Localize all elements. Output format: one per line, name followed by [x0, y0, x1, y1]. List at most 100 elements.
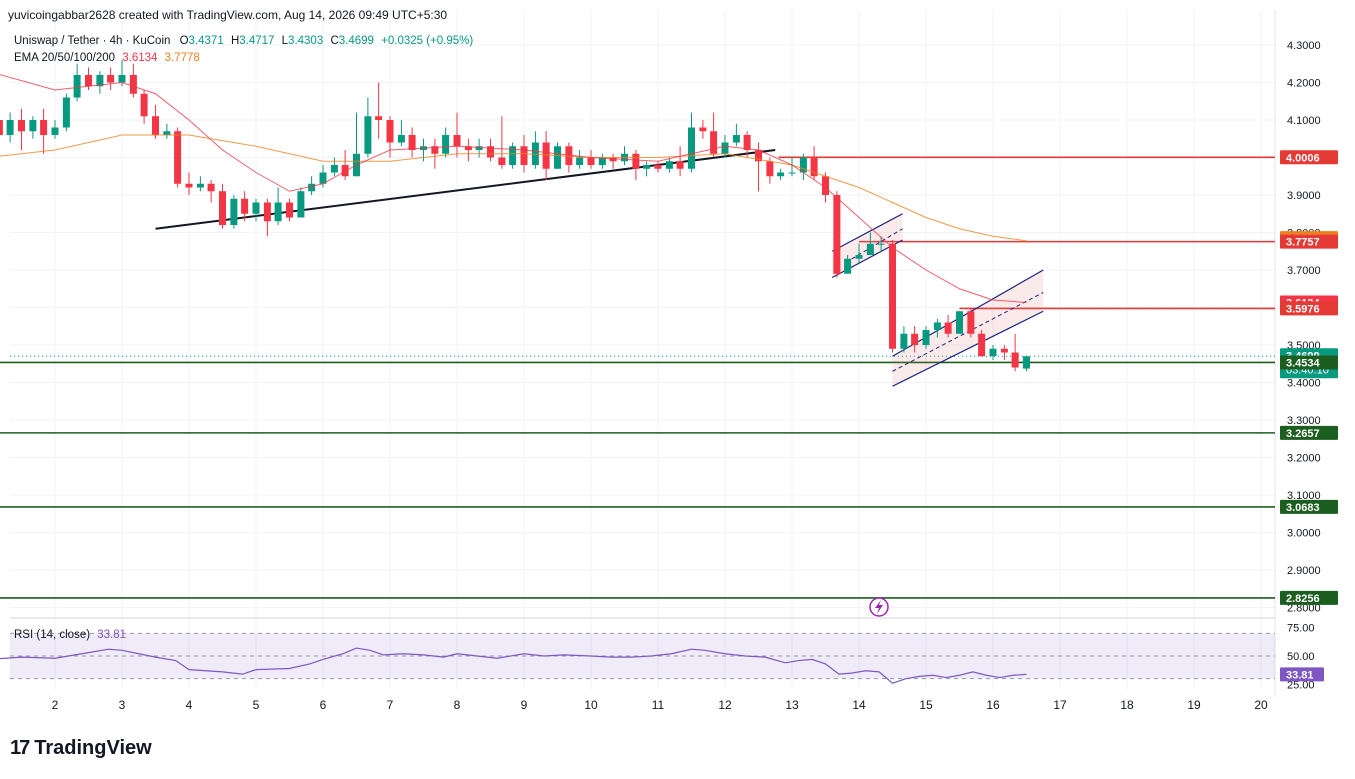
price-tick-label: 4.3000 [1287, 40, 1321, 52]
price-label-text: 3.5976 [1286, 303, 1320, 315]
candle-body [889, 243, 896, 349]
high-label: H [230, 35, 240, 47]
price-label-text: 3.7757 [1286, 237, 1320, 249]
candle-body [844, 258, 852, 274]
candle-body [29, 120, 37, 132]
time-tick-label: 6 [320, 698, 327, 712]
candle-body [509, 146, 517, 165]
candle-body [40, 120, 48, 135]
lightning-icon-bolt [875, 600, 883, 614]
time-tick-label: 5 [253, 698, 260, 712]
candle-body [721, 142, 729, 154]
price-tick-label: 3.0000 [1287, 528, 1321, 540]
candle-body [129, 75, 137, 94]
candle-body [877, 243, 885, 245]
time-tick-label: 12 [718, 698, 732, 712]
candle-body [0, 120, 3, 135]
candle-body [397, 135, 405, 143]
channel-lower [892, 310, 1044, 387]
tradingview-logo-icon: 17 [10, 737, 30, 759]
time-tick-label: 11 [652, 698, 665, 712]
candle-body [810, 157, 818, 177]
candle-body [777, 172, 785, 177]
candle-body [140, 93, 148, 117]
candle-body [554, 146, 561, 169]
candle-body [1011, 352, 1019, 368]
candle-body [531, 142, 539, 165]
candle-body [118, 75, 126, 83]
rsi-line [0, 647, 1027, 684]
price-label-text: 4.0006 [1286, 152, 1320, 164]
candle-body [453, 135, 461, 147]
candle-body [408, 135, 416, 150]
candle-body [241, 198, 249, 214]
candle-body [542, 142, 550, 169]
time-tick-label: 10 [584, 698, 598, 712]
time-tick-label: 8 [454, 698, 461, 712]
price-label-box [1280, 499, 1338, 514]
author-line: yuvicoingabbar2628 created with TradingV… [8, 8, 448, 22]
time-tick-label: 16 [986, 698, 1000, 712]
rsi-tick-label: 50.00 [1287, 651, 1315, 663]
candle-body [431, 146, 439, 154]
low-label: L [281, 35, 289, 47]
channel-upper [831, 213, 903, 252]
tradingview-logo[interactable]: 17 TradingView [10, 737, 152, 760]
grid-lines [10, 10, 1276, 697]
candle-body [163, 131, 171, 135]
price-tick-label: 4.1000 [1287, 115, 1321, 127]
ema-legend[interactable]: EMA 20/50/100/200 3.6134 3.7778 [14, 52, 200, 64]
price-tick-label: 3.2000 [1287, 453, 1321, 465]
candle-body [587, 157, 595, 165]
candle-body [699, 127, 707, 132]
close-value: 3.4699 [338, 35, 374, 47]
rsi-value: 33.81 [97, 629, 127, 641]
ema20-line [0, 74, 1027, 303]
candle-body [498, 157, 506, 165]
ema-lines [0, 74, 1027, 303]
time-axis: 2 3 4 5 6 7 8 9 10 11 12 13 14 15 16 17 18 19 20 [52, 698, 1268, 712]
candle-body [643, 165, 651, 169]
symbol-legend[interactable]: Uniswap / Tether · 4h · KuCoin O3.4371 H… [14, 35, 473, 47]
candle-body [330, 165, 338, 173]
candle-body [96, 75, 104, 87]
candle-body [732, 135, 740, 143]
candle-body [755, 150, 762, 162]
candle-body [263, 202, 271, 222]
ema20-value: 3.6134 [122, 52, 158, 64]
candle-body [576, 157, 584, 165]
candle-body [364, 116, 372, 154]
price-label-text: 3.4534 [1286, 357, 1321, 369]
price-tick-label: 3.4000 [1287, 378, 1321, 390]
time-tick-label: 2 [52, 698, 59, 712]
price-label-box [1280, 150, 1338, 165]
lightning-icon [869, 597, 889, 617]
price-tick-label: 2.8000 [1287, 603, 1321, 615]
high-value: 3.4717 [239, 35, 275, 47]
candle-body [688, 127, 695, 169]
candle-body [922, 330, 930, 345]
candle-body [297, 191, 305, 218]
candle-body [274, 202, 282, 222]
candle-body [18, 120, 25, 132]
price-label-box [1280, 301, 1338, 316]
candle-body [866, 243, 874, 255]
horizontal-levels [0, 156, 1275, 599]
rsi-legend[interactable]: RSI (14, close) 33.81 [14, 629, 126, 641]
candle-body [73, 75, 81, 98]
candle-body [710, 131, 718, 154]
candle-body [386, 120, 394, 143]
time-tick-label: 13 [785, 698, 799, 712]
rsi-label-text: 33.81 [1286, 669, 1314, 681]
time-tick-label: 18 [1120, 698, 1134, 712]
price-label-box [1280, 234, 1338, 249]
candle-body [822, 176, 829, 195]
candle-body [632, 153, 640, 169]
candle-body [911, 333, 919, 345]
candle-body [6, 120, 14, 135]
candle-body [107, 75, 115, 83]
candle-body [520, 146, 528, 165]
candle-body [252, 202, 260, 214]
price-label-text: 3.2657 [1286, 428, 1320, 440]
